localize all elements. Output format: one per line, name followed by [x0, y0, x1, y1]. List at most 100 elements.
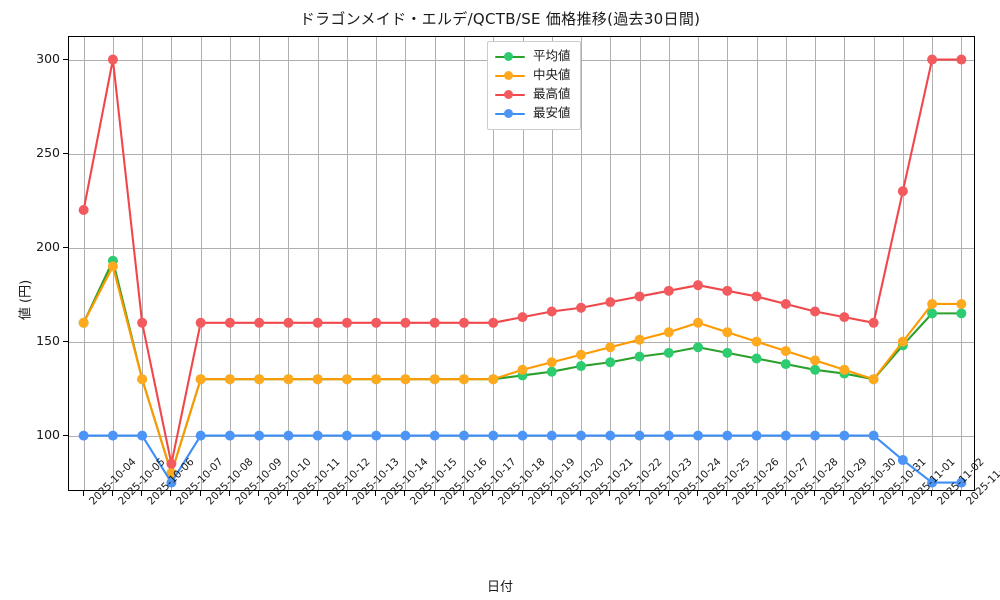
x-tick-mark: [755, 491, 757, 496]
data-point: [576, 361, 587, 372]
data-point: [195, 317, 206, 328]
data-point: [312, 374, 323, 385]
legend-dot-icon: [504, 52, 513, 61]
data-point: [605, 357, 616, 368]
data-point: [517, 312, 528, 323]
y-axis-label: 値 (円): [18, 279, 34, 321]
x-tick-mark: [901, 491, 903, 496]
legend-item-1[interactable]: 平均値: [495, 47, 571, 66]
gridline-vertical: [727, 37, 729, 490]
data-point: [517, 364, 528, 375]
data-point: [868, 374, 879, 385]
gridline-vertical: [551, 37, 553, 490]
series-layer: [78, 54, 967, 488]
data-point: [634, 291, 645, 302]
gridline-vertical: [376, 37, 378, 490]
chart-legend: 平均値中央値最高値最安値: [487, 41, 581, 130]
data-point: [107, 54, 118, 65]
data-point: [810, 355, 821, 366]
data-point: [137, 317, 148, 328]
data-point: [693, 430, 704, 441]
data-point: [400, 374, 411, 385]
data-point: [341, 430, 352, 441]
data-point: [751, 430, 762, 441]
gridline-vertical: [405, 37, 407, 490]
legend-item-3[interactable]: 最高値: [495, 85, 571, 104]
data-point: [224, 374, 235, 385]
data-point: [780, 298, 791, 309]
data-point: [341, 374, 352, 385]
data-point: [400, 430, 411, 441]
data-point: [166, 468, 177, 479]
legend-item-4[interactable]: 最安値: [495, 104, 571, 123]
series-3: [78, 54, 967, 469]
data-point: [517, 430, 528, 441]
data-point: [956, 54, 967, 65]
x-tick-mark: [462, 491, 464, 496]
gridline-horizontal: [69, 341, 974, 343]
data-point: [166, 458, 177, 469]
data-point: [458, 374, 469, 385]
data-point: [751, 353, 762, 364]
legend-swatch-icon: [495, 108, 525, 120]
data-point: [897, 336, 908, 347]
data-point: [810, 430, 821, 441]
data-point: [693, 317, 704, 328]
data-point: [605, 430, 616, 441]
data-point: [693, 342, 704, 353]
legend-item-2[interactable]: 中央値: [495, 66, 571, 85]
data-point: [605, 297, 616, 308]
gridline-vertical: [463, 37, 465, 490]
data-point: [927, 477, 938, 488]
series-4: [78, 430, 967, 488]
y-tick-mark: [63, 340, 68, 342]
y-tick-mark: [63, 246, 68, 248]
legend-label: 平均値: [533, 48, 571, 64]
gridline-vertical: [610, 37, 612, 490]
data-point: [429, 374, 440, 385]
legend-label: 中央値: [533, 67, 571, 83]
gridline-vertical: [785, 37, 787, 490]
data-point: [722, 347, 733, 358]
data-point: [254, 317, 265, 328]
legend-label: 最高値: [533, 86, 571, 102]
x-tick-mark: [492, 491, 494, 496]
data-point: [956, 298, 967, 309]
data-point: [897, 455, 908, 466]
data-point: [576, 349, 587, 360]
data-point: [751, 336, 762, 347]
data-point: [429, 317, 440, 328]
x-tick-mark: [609, 491, 611, 496]
data-point: [107, 430, 118, 441]
data-point: [546, 430, 557, 441]
data-point: [576, 302, 587, 313]
data-point: [283, 374, 294, 385]
gridline-vertical: [142, 37, 144, 490]
data-point: [927, 298, 938, 309]
x-tick-mark: [433, 491, 435, 496]
gridline-vertical: [288, 37, 290, 490]
data-point: [312, 317, 323, 328]
x-tick-mark: [228, 491, 230, 496]
data-point: [78, 317, 89, 328]
gridline-vertical: [698, 37, 700, 490]
data-point: [458, 430, 469, 441]
x-tick-mark: [960, 491, 962, 496]
gridline-vertical: [844, 37, 846, 490]
x-tick-mark: [667, 491, 669, 496]
data-point: [371, 317, 382, 328]
data-point: [546, 306, 557, 317]
data-point: [839, 430, 850, 441]
x-tick-mark: [814, 491, 816, 496]
data-point: [488, 374, 499, 385]
data-point: [868, 430, 879, 441]
legend-dot-icon: [504, 109, 513, 118]
data-point: [810, 364, 821, 375]
x-tick-mark: [258, 491, 260, 496]
legend-swatch-icon: [495, 89, 525, 101]
data-point: [663, 285, 674, 296]
x-tick-mark: [843, 491, 845, 496]
data-point: [956, 477, 967, 488]
x-tick-mark: [375, 491, 377, 496]
data-point: [283, 317, 294, 328]
